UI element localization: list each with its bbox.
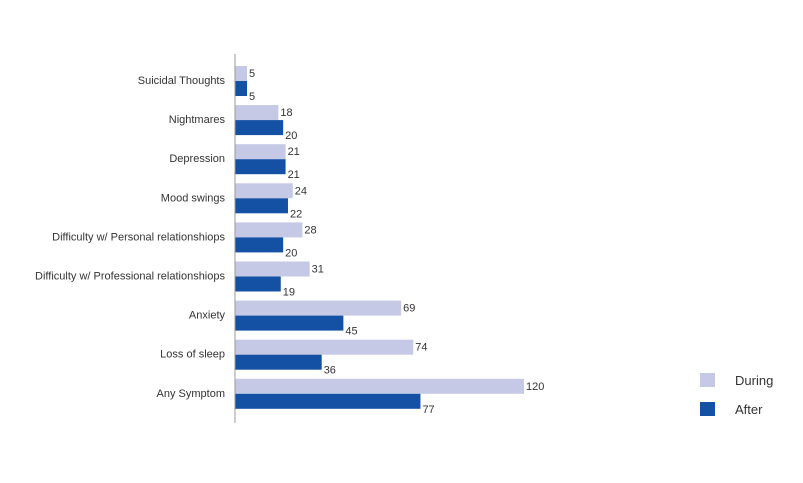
data-label: 22: [290, 208, 302, 220]
data-label: 20: [285, 247, 297, 259]
data-label: 20: [285, 130, 297, 142]
bar-during: [235, 378, 524, 394]
bar-after: [235, 81, 248, 96]
legend-label-during: During: [735, 373, 773, 388]
bar-after: [235, 315, 344, 331]
data-label: 5: [249, 68, 255, 80]
legend: During After: [700, 373, 773, 417]
bars-group: Suicidal Thoughts 5 5 Nightmares 18 20 Depress…: [35, 66, 544, 416]
data-label: 24: [295, 185, 307, 197]
bar-after: [235, 354, 322, 370]
legend-label-after: After: [735, 402, 763, 417]
data-label: 45: [345, 326, 357, 338]
bar-during: [235, 261, 310, 277]
data-label: 5: [249, 91, 255, 103]
legend-swatch-after: [700, 402, 715, 416]
category-label: Nightmares: [169, 114, 226, 126]
category-label: Mood swings: [161, 192, 226, 204]
data-label: 36: [324, 365, 336, 377]
bar-after: [235, 120, 284, 136]
bar-after: [235, 159, 286, 175]
category-label: Suicidal Thoughts: [138, 75, 226, 87]
bar-after: [235, 198, 288, 214]
bar-after: [235, 393, 421, 409]
data-label: 69: [403, 303, 415, 315]
category-label: Any Symptom: [157, 388, 225, 400]
bar-during: [235, 339, 414, 355]
category-label: Difficulty w/ Professional relationshiop…: [35, 271, 225, 283]
bar-during: [235, 222, 303, 238]
data-label: 77: [422, 404, 434, 416]
bar-during: [235, 300, 402, 316]
category-label: Difficulty w/ Personal relationshiops: [52, 231, 225, 243]
bar-during: [235, 183, 293, 199]
data-label: 28: [304, 224, 316, 236]
bar-during: [235, 105, 279, 121]
category-label: Loss of sleep: [160, 349, 225, 361]
bar-after: [235, 237, 284, 253]
data-label: 21: [288, 146, 300, 158]
bar-during: [235, 66, 248, 81]
data-label: 19: [283, 287, 295, 299]
legend-swatch-during: [700, 373, 715, 387]
data-label: 21: [288, 169, 300, 181]
bar-after: [235, 276, 281, 292]
data-label: 74: [415, 342, 427, 354]
bar-during: [235, 144, 286, 160]
category-label: Depression: [169, 153, 225, 165]
category-label: Anxiety: [189, 310, 226, 322]
data-label: 31: [312, 264, 324, 276]
data-label: 120: [526, 381, 544, 393]
data-label: 18: [280, 107, 292, 119]
